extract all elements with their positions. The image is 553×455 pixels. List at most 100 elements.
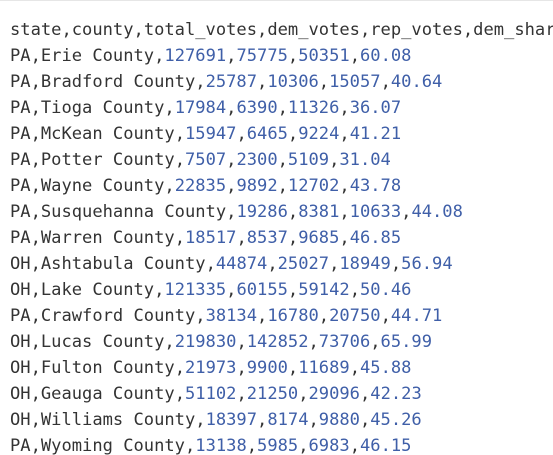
comma-separator: , — [359, 410, 371, 430]
comma-separator: , — [174, 124, 185, 144]
csv-cell: 17984 — [174, 98, 227, 118]
comma-separator: , — [339, 202, 350, 222]
csv-cell: 13138 — [195, 436, 247, 455]
comma-separator: , — [267, 254, 278, 274]
comma-separator: , — [287, 124, 299, 144]
comma-separator: , — [236, 124, 247, 144]
csv-cell: 15057 — [329, 72, 381, 92]
csv-cell: McKean County — [40, 124, 175, 144]
comma-separator: , — [30, 384, 41, 404]
csv-cell: Erie County — [40, 46, 155, 66]
csv-cell: 22835 — [174, 176, 227, 196]
csv-cell: 44.71 — [390, 306, 443, 326]
csv-cell: OH — [10, 384, 31, 404]
comma-separator: , — [339, 124, 350, 144]
csv-cell: PA — [10, 228, 31, 248]
comma-separator: , — [30, 410, 41, 430]
comma-separator: , — [195, 410, 206, 430]
csv-row: OH,Lake County,121335,60155,59142,50.46 — [10, 277, 553, 303]
comma-separator: , — [133, 20, 144, 40]
csv-cell: 9892 — [236, 176, 278, 196]
csv-cell: 41.21 — [349, 124, 402, 144]
comma-separator: , — [287, 46, 299, 66]
csv-cell: 65.99 — [380, 332, 433, 352]
csv-row: PA,Wayne County,22835,9892,12702,43.78 — [10, 173, 553, 199]
csv-content[interactable]: state, county, total_votes, dem_votes, rep_v… — [10, 17, 553, 455]
csv-cell: 9224 — [298, 124, 340, 144]
comma-separator: , — [329, 254, 340, 274]
comma-separator: , — [30, 98, 41, 118]
comma-separator: , — [30, 72, 41, 92]
csv-cell: 7507 — [184, 150, 227, 170]
csv-cell: rep_votes — [370, 20, 463, 40]
csv-cell: 9685 — [298, 228, 340, 248]
comma-separator: , — [329, 150, 340, 170]
comma-separator: , — [246, 436, 258, 455]
csv-cell: 45.26 — [370, 410, 422, 430]
csv-cell: 10306 — [267, 72, 319, 92]
comma-separator: , — [370, 332, 381, 352]
csv-row: OH,Lucas County,219830,142852,73706,65.9… — [10, 329, 553, 355]
comma-separator: , — [349, 358, 360, 378]
csv-cell: 9900 — [246, 358, 288, 378]
csv-cell: Potter County — [40, 150, 175, 170]
csv-cell: PA — [10, 46, 31, 66]
comma-separator: , — [30, 280, 41, 300]
comma-separator: , — [277, 150, 288, 170]
csv-cell: PA — [10, 306, 31, 326]
csv-row: PA,Tioga County,17984,6390,11326,36.07 — [10, 95, 553, 121]
csv-cell: 10633 — [349, 202, 402, 222]
csv-cell: 5985 — [257, 436, 299, 455]
csv-row: OH,Geauga County,51102,21250,29096,42.23 — [10, 381, 553, 407]
csv-cell: Lucas County — [40, 332, 165, 352]
comma-separator: , — [174, 358, 185, 378]
comma-separator: , — [226, 46, 237, 66]
comma-separator: , — [257, 72, 268, 92]
comma-separator: , — [390, 254, 402, 274]
comma-separator: , — [174, 384, 185, 404]
csv-cell: 25787 — [205, 72, 258, 92]
comma-separator: , — [339, 176, 350, 196]
comma-separator: , — [205, 254, 216, 274]
comma-separator: , — [277, 176, 288, 196]
comma-separator: , — [184, 436, 196, 455]
csv-cell: 46.85 — [349, 228, 402, 248]
comma-separator: , — [349, 280, 360, 300]
csv-cell: 44.08 — [411, 202, 463, 222]
comma-separator: , — [174, 150, 185, 170]
comma-separator: , — [257, 20, 268, 40]
csv-row: PA,Wyoming County,13138,5985,6983,46.15 — [10, 433, 553, 455]
csv-cell: 8537 — [246, 228, 288, 248]
csv-cell: 6390 — [236, 98, 278, 118]
comma-separator: , — [287, 358, 299, 378]
comma-separator: , — [462, 20, 474, 40]
csv-cell: 36.07 — [349, 98, 402, 118]
csv-cell: 15947 — [184, 124, 237, 144]
csv-row: PA,Erie County,127691,75775,50351,60.08 — [10, 43, 553, 69]
comma-separator: , — [349, 46, 360, 66]
comma-separator: , — [339, 98, 350, 118]
csv-cell: OH — [10, 358, 31, 378]
csv-cell: OH — [10, 332, 31, 352]
comma-separator: , — [277, 98, 288, 118]
csv-cell: Bradford County — [40, 72, 196, 92]
csv-cell: 60155 — [236, 280, 288, 300]
csv-cell: Wayne County — [40, 176, 165, 196]
csv-cell: Warren County — [40, 228, 175, 248]
comma-separator: , — [236, 332, 247, 352]
comma-separator: , — [30, 436, 41, 455]
comma-separator: , — [308, 332, 319, 352]
comma-separator: , — [226, 176, 237, 196]
comma-separator: , — [380, 72, 391, 92]
csv-row: PA,Potter County,7507,2300,5109,31.04 — [10, 147, 553, 173]
csv-cell: 18397 — [205, 410, 258, 430]
comma-separator: , — [380, 306, 391, 326]
csv-cell: county — [71, 20, 134, 40]
comma-separator: , — [164, 176, 175, 196]
comma-separator: , — [30, 124, 41, 144]
comma-separator: , — [164, 98, 175, 118]
csv-cell: Ashtabula County — [40, 254, 206, 274]
comma-separator: , — [257, 306, 268, 326]
csv-cell: 127691 — [164, 46, 227, 66]
csv-cell: PA — [10, 150, 31, 170]
